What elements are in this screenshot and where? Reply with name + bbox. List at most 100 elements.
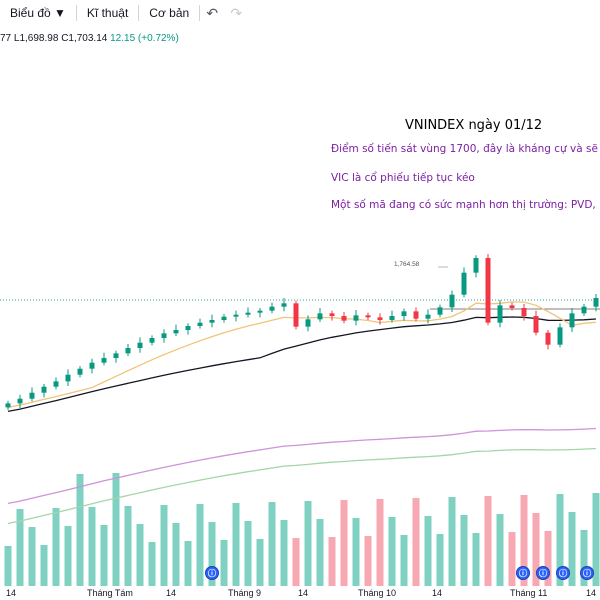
undo-icon[interactable]: ↶: [206, 4, 219, 21]
volume-bar: [28, 527, 36, 586]
candle-body: [173, 330, 179, 334]
volume-bar: [496, 514, 504, 586]
candle-body: [65, 374, 71, 382]
earnings-event-icon[interactable]: ⓘ: [205, 566, 219, 580]
volume-bar: [520, 495, 528, 586]
candle-body: [77, 368, 83, 375]
candle-body: [425, 314, 431, 319]
candle-body: [257, 310, 263, 313]
volume-bar: [304, 501, 312, 586]
volume-bar: [280, 520, 288, 586]
candle-body: [545, 332, 551, 345]
x-tick-label: Tháng 9: [228, 588, 262, 598]
technicals-tab[interactable]: Kĩ thuật: [86, 6, 129, 20]
candle-body: [497, 305, 503, 323]
candle-body: [245, 312, 251, 315]
candle-body: [341, 316, 347, 321]
price-chart[interactable]: [0, 0, 600, 586]
candle-body: [161, 333, 167, 339]
volume-bar: [148, 542, 156, 586]
volume-bar: [340, 500, 348, 586]
volume-bar: [4, 546, 12, 586]
peak-price-label: 1,764.58: [394, 261, 420, 268]
volume-bar: [328, 537, 336, 586]
earnings-event-icon[interactable]: ⓘ: [516, 566, 530, 580]
quote-close: C1,703.14: [61, 33, 108, 44]
candle-body: [593, 297, 599, 307]
volume-bar: [76, 474, 84, 586]
volume-bar: [124, 506, 132, 586]
earnings-event-icon[interactable]: ⓘ: [580, 566, 594, 580]
ma-green-line: [7, 447, 597, 525]
ma-fast-line: [7, 301, 597, 409]
x-tick-label: 14: [166, 588, 177, 598]
toolbar-divider: [75, 5, 77, 21]
chart-menu-button[interactable]: Biểu đồ ▼: [10, 6, 66, 20]
volume-bar: [112, 473, 120, 586]
volume-bar: [244, 521, 252, 586]
candle-body: [149, 338, 155, 343]
x-tick-label: 14: [298, 588, 309, 598]
candle-body: [293, 303, 299, 327]
volume-bar: [136, 524, 144, 586]
candle-body: [5, 403, 11, 408]
volume-bar: [448, 497, 456, 586]
volume-bar: [424, 516, 432, 586]
volume-bars: [4, 473, 600, 586]
volume-bar: [172, 523, 180, 586]
candle-body: [29, 392, 35, 399]
ma-purple-line: [7, 427, 597, 505]
volume-bar: [40, 545, 48, 586]
volume-bar: [544, 531, 552, 586]
volume-bar: [232, 503, 240, 586]
earnings-event-icon[interactable]: ⓘ: [556, 566, 570, 580]
candle-body: [89, 362, 95, 369]
x-tick-label: Tháng Tám: [87, 588, 133, 598]
candle-body: [233, 314, 239, 317]
candle-body: [401, 311, 407, 317]
volume-bar: [568, 512, 576, 586]
volume-bar: [64, 526, 72, 586]
candle-body: [389, 316, 395, 321]
volume-bar: [580, 530, 588, 586]
volume-bar: [364, 536, 372, 586]
candle-body: [125, 348, 131, 354]
candle-body: [509, 305, 515, 309]
annotation-line-3: Một số mã đang có sức mạnh hơn thị trườn…: [331, 199, 596, 211]
volume-bar: [52, 508, 60, 586]
volume-bar: [592, 493, 600, 586]
redo-icon[interactable]: ↷: [230, 4, 243, 21]
quote-open: 77: [0, 33, 12, 44]
volume-bar: [556, 494, 564, 586]
earnings-event-icon[interactable]: ⓘ: [536, 566, 550, 580]
x-tick-label: 14: [6, 588, 17, 598]
candle-body: [437, 307, 443, 315]
fundamentals-tab[interactable]: Cơ bản: [149, 6, 190, 20]
volume-bar: [256, 539, 264, 586]
candle-body: [485, 257, 491, 323]
candle-body: [113, 353, 119, 359]
toolbar-divider: [199, 5, 201, 21]
candle-body: [521, 308, 527, 317]
volume-bar: [220, 540, 228, 586]
candle-body: [569, 313, 575, 328]
volume-bar: [292, 538, 300, 586]
volume-bar: [376, 499, 384, 586]
volume-bar: [268, 502, 276, 586]
candle-body: [185, 326, 191, 331]
volume-bar: [352, 518, 360, 586]
volume-bar: [100, 525, 108, 586]
candle-body: [473, 257, 479, 273]
volume-bar: [400, 535, 408, 586]
candle-body: [281, 303, 287, 307]
candle-body: [449, 294, 455, 308]
volume-bar: [208, 522, 216, 586]
candle-body: [461, 272, 467, 295]
volume-bar: [508, 532, 516, 586]
candle-body: [41, 386, 47, 393]
candle-body: [365, 315, 371, 318]
candle-body: [317, 313, 323, 320]
candle-body: [137, 342, 143, 349]
volume-bar: [160, 505, 168, 586]
quote-change: 12.15 (+0.72%): [110, 33, 179, 44]
